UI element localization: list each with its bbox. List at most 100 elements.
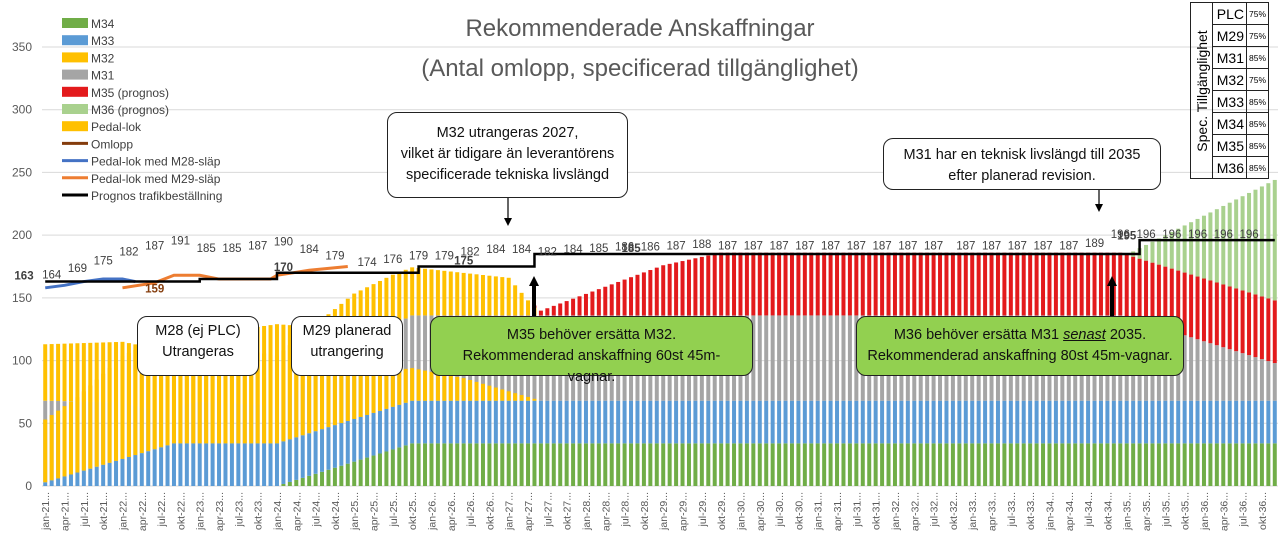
bar xyxy=(661,265,666,316)
bar xyxy=(944,252,949,316)
bar xyxy=(403,445,408,486)
bar xyxy=(854,443,859,486)
bar xyxy=(1189,400,1194,444)
bar xyxy=(654,443,659,486)
bar xyxy=(886,252,891,316)
bar xyxy=(435,443,440,486)
legend-item: M32 xyxy=(62,51,115,65)
x-tick-label: jul-34... xyxy=(1083,492,1095,527)
bar xyxy=(1156,238,1161,265)
bar xyxy=(564,301,569,316)
bar xyxy=(1182,272,1187,336)
bar xyxy=(983,400,988,444)
bar xyxy=(75,397,80,473)
bar xyxy=(583,400,588,444)
bar xyxy=(1156,400,1161,444)
bar xyxy=(1182,443,1187,486)
bar xyxy=(770,252,775,316)
bar xyxy=(326,339,331,428)
bar xyxy=(989,443,994,486)
bar xyxy=(545,400,550,444)
x-tick-label: jul-30... xyxy=(774,492,786,527)
bar xyxy=(262,325,267,444)
legend-swatch xyxy=(62,52,88,63)
data-label: 187 xyxy=(821,240,840,252)
data-label: 169 xyxy=(68,263,87,275)
bar xyxy=(519,400,524,444)
bar xyxy=(880,443,885,486)
data-label: 187 xyxy=(795,240,814,252)
bar xyxy=(410,443,415,486)
bar xyxy=(1060,443,1065,486)
data-label: 188 xyxy=(692,239,711,251)
bar xyxy=(551,400,556,444)
bar xyxy=(841,252,846,316)
line-prognos-trafikbest-llning xyxy=(45,238,1275,283)
bar xyxy=(1195,339,1200,401)
bar xyxy=(1234,288,1239,352)
legend-label: Pedal-lok xyxy=(91,120,142,134)
bar xyxy=(751,400,756,444)
availability-percent: 85% xyxy=(1245,46,1270,69)
data-label: 187 xyxy=(1033,240,1052,252)
bar xyxy=(435,373,440,401)
bar xyxy=(847,315,852,401)
bar xyxy=(880,252,885,316)
bar xyxy=(274,324,279,444)
bar xyxy=(384,408,389,452)
bar xyxy=(294,325,299,438)
bar xyxy=(1015,443,1020,486)
bar xyxy=(345,352,350,422)
bar xyxy=(654,267,659,316)
bar xyxy=(455,443,460,486)
data-label: 174 xyxy=(358,257,378,269)
bar xyxy=(410,315,415,401)
bar xyxy=(699,256,704,316)
x-tick-label: jan-23... xyxy=(195,492,207,531)
data-label: 196 xyxy=(1214,229,1233,241)
bar xyxy=(397,369,402,405)
bar xyxy=(1272,400,1277,444)
data-label: 190 xyxy=(274,237,293,249)
bar xyxy=(255,326,260,444)
bar xyxy=(56,410,61,479)
bar xyxy=(1221,347,1226,401)
bar xyxy=(1150,241,1155,263)
bar xyxy=(854,252,859,316)
bar xyxy=(732,443,737,486)
bar xyxy=(526,300,531,316)
bar xyxy=(802,252,807,316)
bar xyxy=(1163,235,1168,267)
bar xyxy=(1150,262,1155,326)
x-tick-label: apr-32... xyxy=(909,492,921,531)
legend-item: Prognos trafikbeställning xyxy=(62,189,222,203)
bar xyxy=(822,400,827,444)
availability-category: M34 xyxy=(1212,112,1247,135)
bar xyxy=(796,400,801,444)
bar xyxy=(719,252,724,316)
bar xyxy=(461,443,466,486)
x-tick-label: okt-21... xyxy=(98,492,110,530)
data-label: 164 xyxy=(42,269,62,281)
bar xyxy=(249,327,254,444)
bar xyxy=(268,443,273,486)
bar xyxy=(1208,400,1213,444)
legend-label: Omlopp xyxy=(91,137,133,151)
bar xyxy=(1163,400,1168,444)
bar xyxy=(345,463,350,486)
bar xyxy=(822,315,827,401)
bar xyxy=(442,400,447,444)
bar xyxy=(526,443,531,486)
data-label: 184 xyxy=(564,244,584,256)
bar xyxy=(62,343,67,402)
bar xyxy=(75,343,80,402)
bar xyxy=(1259,359,1264,401)
availability-category: M29 xyxy=(1212,24,1247,47)
bar xyxy=(191,443,196,486)
bar xyxy=(777,252,782,316)
availability-category: M31 xyxy=(1212,46,1247,69)
bar xyxy=(1227,443,1232,486)
bar xyxy=(622,279,627,316)
x-tick-label: jul-31... xyxy=(851,492,863,527)
bar xyxy=(423,443,428,486)
